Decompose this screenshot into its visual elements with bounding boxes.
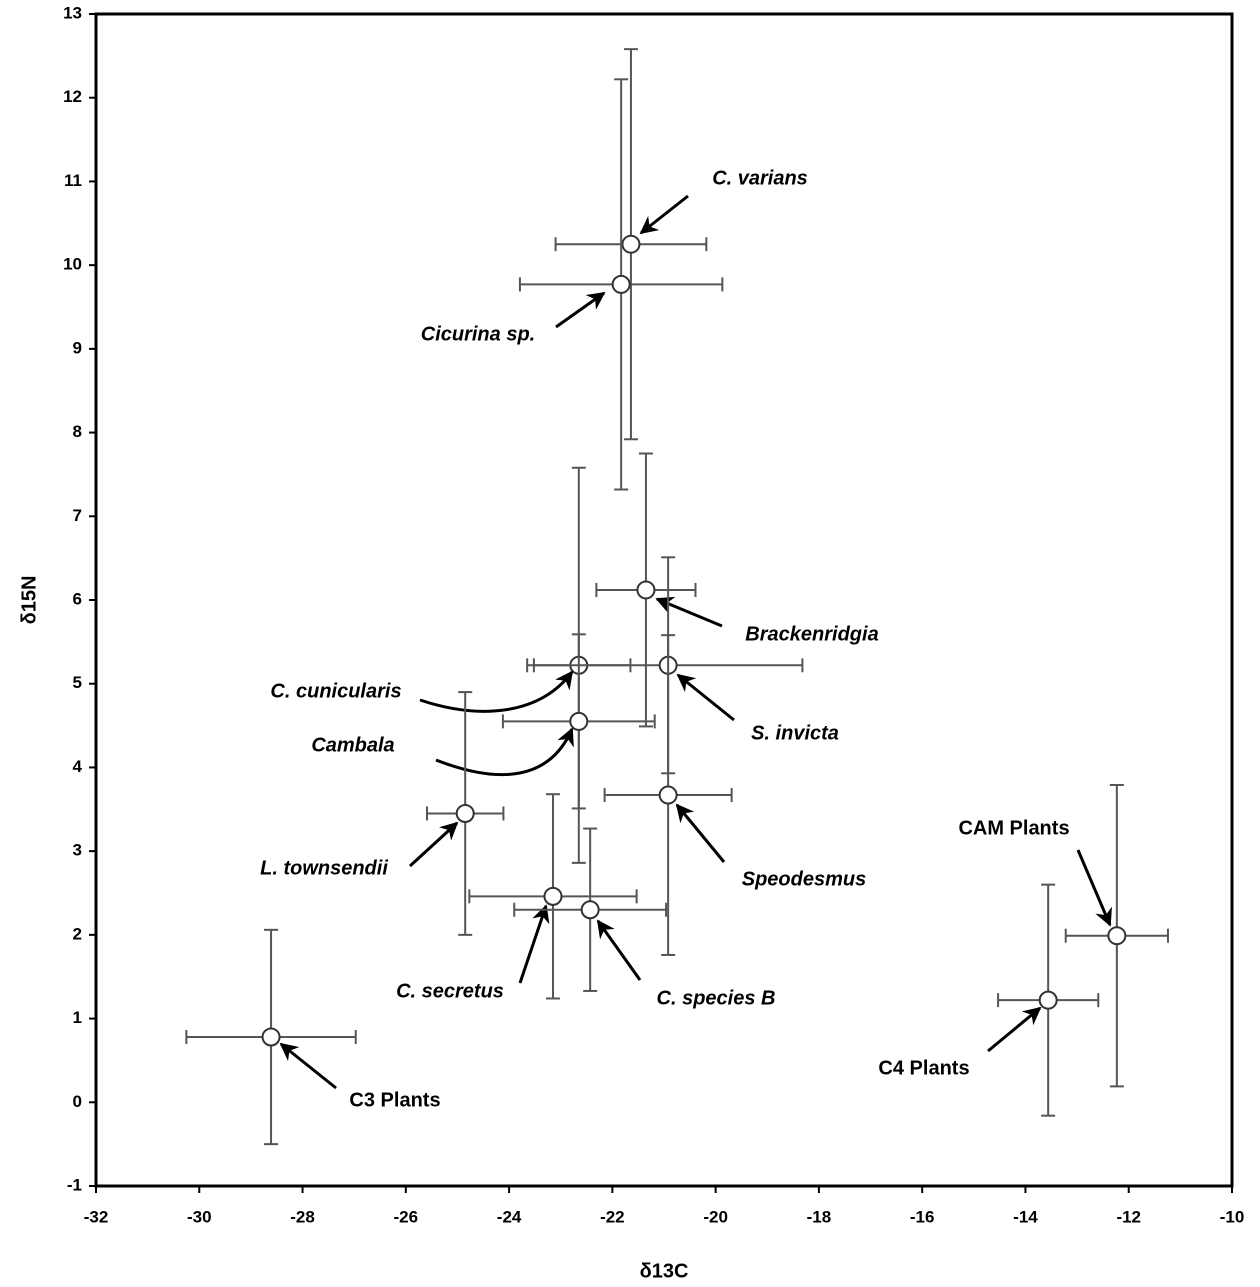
y-tick-label: 3 <box>73 841 82 860</box>
point-label: S. invicta <box>751 722 839 744</box>
x-tick-label: -18 <box>807 1207 832 1226</box>
y-tick-label: 1 <box>73 1008 82 1027</box>
x-tick-label: -20 <box>703 1207 728 1226</box>
point-label: C3 Plants <box>349 1089 440 1111</box>
point <box>580 900 600 920</box>
y-tick-label: -1 <box>67 1175 82 1194</box>
annotation-arrow <box>639 194 689 235</box>
y-tick-label: 8 <box>73 422 82 441</box>
point <box>611 274 631 294</box>
y-tick-label: 6 <box>73 589 82 608</box>
y-tick-label: 5 <box>73 673 82 692</box>
y-tick-label: 4 <box>73 757 83 776</box>
point-label: C. varians <box>712 167 808 189</box>
y-tick-label: 0 <box>73 1092 82 1111</box>
x-tick-label: -26 <box>394 1207 419 1226</box>
y-tick-label: 13 <box>63 3 82 22</box>
point <box>455 803 475 823</box>
point-label: Cambala <box>311 734 394 756</box>
y-tick-label: 11 <box>64 171 82 190</box>
x-tick-label: -28 <box>290 1207 315 1226</box>
y-tick-label: 9 <box>73 338 82 357</box>
point-label: Speodesmus <box>742 868 866 890</box>
y-tick-label: 12 <box>63 87 82 106</box>
annotation-arrow <box>655 596 723 628</box>
annotation-arrow <box>518 904 550 984</box>
x-tick-label: -22 <box>600 1207 625 1226</box>
annotation-arrow <box>279 1042 337 1090</box>
point-label: L. townsendii <box>260 857 388 879</box>
point <box>1038 990 1058 1010</box>
y-tick-label: 10 <box>63 255 82 274</box>
point-label: C. cunicularis <box>270 680 401 702</box>
point <box>658 785 678 805</box>
annotation-arrow <box>408 821 459 868</box>
point <box>621 234 641 254</box>
point-label: CAM Plants <box>958 817 1069 839</box>
point-label: C4 Plants <box>878 1057 969 1079</box>
point-label: C. secretus <box>396 980 504 1002</box>
point <box>543 886 563 906</box>
x-tick-label: -10 <box>1220 1207 1245 1226</box>
y-tick-label: 2 <box>73 924 82 943</box>
point <box>636 580 656 600</box>
x-tick-label: -16 <box>910 1207 935 1226</box>
point <box>261 1027 281 1047</box>
x-tick-label: -12 <box>1116 1207 1141 1226</box>
x-tick-label: -14 <box>1013 1207 1038 1226</box>
point-label: Cicurina sp. <box>421 323 535 345</box>
annotation-arrow <box>555 291 606 329</box>
point-label: C. species B <box>657 987 776 1009</box>
annotation-arrow <box>987 1006 1042 1053</box>
annotation-arrow <box>675 803 726 863</box>
plot-frame <box>94 12 1234 1188</box>
point <box>1107 926 1127 946</box>
annotation-arrow <box>676 673 735 722</box>
annotation-arrow <box>1076 849 1112 927</box>
x-axis-title: δ13C <box>640 1260 689 1282</box>
point-label: Brackenridgia <box>745 623 878 645</box>
y-tick-label: 7 <box>73 506 82 525</box>
x-tick-label: -30 <box>187 1207 212 1226</box>
annotation-arrow <box>419 670 574 713</box>
annotation-arrow <box>435 727 574 777</box>
annotation-arrow <box>596 919 642 981</box>
x-tick-label: -32 <box>84 1207 109 1226</box>
x-tick-label: -24 <box>497 1207 522 1226</box>
y-axis-title: δ15N <box>18 576 40 625</box>
point <box>569 711 589 731</box>
